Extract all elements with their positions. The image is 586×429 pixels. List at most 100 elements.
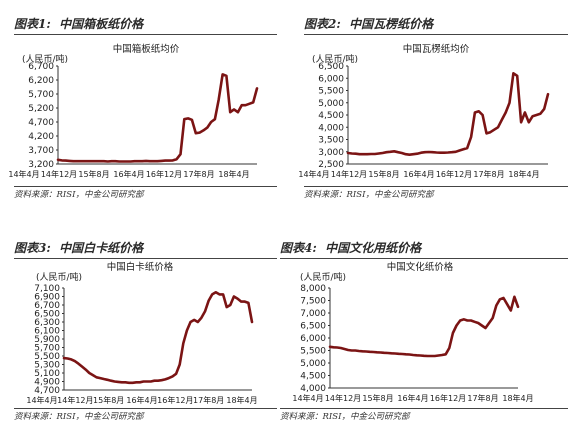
y-tick-label: 6,000	[318, 74, 344, 84]
x-tick-label: 14年4月	[298, 169, 329, 179]
x-ticks: 14年4月 14年12月 15年8月 16年4月 16年12月 17年8月 18年4月	[292, 393, 533, 403]
y-tick-label: 5,700	[28, 90, 54, 100]
x-tick-label: 15年8月	[368, 169, 399, 179]
x-tick-label: 16年4月	[403, 169, 434, 179]
chart-title: 中国瓦楞纸均价	[403, 43, 470, 55]
source-note: 资料来源：RISI，中金公司研究部	[280, 408, 568, 425]
y-tick-label: 8,000	[300, 284, 326, 294]
x-tick-label: 16年4月	[397, 393, 428, 403]
y-tick-label: 6,500	[34, 310, 60, 320]
y-ticks: 2,500 3,000 3,500 4,000 4,500 5,000 5,500 6,000…	[318, 62, 348, 170]
x-tick-label: 17年8月	[193, 395, 224, 405]
x-ticks: 14年4月 14年12月 15年8月 16年4月 16年12月 17年8月 18年4月	[26, 395, 257, 405]
y-tick-label: 6,100	[34, 327, 60, 337]
x-tick-label: 16年12月	[157, 395, 193, 405]
y-tick-label: 3,000	[318, 148, 344, 158]
figure-title: 中国瓦楞纸价格	[349, 17, 434, 31]
x-tick-label: 16年12月	[436, 169, 472, 179]
chart-panel-4: 图表4: 中国文化用纸价格 中国文化纸价格 (人民币/吨) 4,000 4,500…	[280, 238, 568, 426]
panel-title: 图表3: 中国白卡纸价格	[14, 238, 277, 259]
y-tick-label: 3,500	[318, 136, 344, 146]
y-tick-label: 4,700	[28, 118, 54, 128]
y-tick-label: 7,100	[34, 284, 60, 294]
y-tick-label: 6,000	[300, 334, 326, 344]
x-tick-label: 16年4月	[113, 169, 144, 179]
x-tick-label: 14年4月	[26, 395, 57, 405]
y-tick-label: 7,000	[300, 309, 326, 319]
y-tick-label: 6,300	[34, 318, 60, 328]
y-tick-label: 7,500	[300, 297, 326, 307]
figure-title: 中国文化用纸价格	[325, 241, 422, 255]
chart-panel-3: 图表3: 中国白卡纸价格 中国白卡纸价格 (人民币/吨) 4,700 4,900 5…	[14, 238, 277, 426]
y-ticks: 4,000 4,500 5,000 5,500 6,000 6,500 7,000 7,500…	[300, 284, 330, 394]
y-tick-label: 6,200	[28, 76, 54, 86]
source-note: 资料来源：RISI，中金公司研究部	[14, 186, 277, 203]
x-ticks: 14年4月 14年12月 15年8月 16年4月 16年12月 17年8月 18年4月	[8, 169, 249, 179]
y-tick-label: 4,900	[34, 378, 60, 388]
y-tick-label: 6,500	[300, 322, 326, 332]
series-line	[62, 291, 254, 385]
line-chart: 中国白卡纸价格 (人民币/吨) 4,7004,9005,1005,3005,50…	[26, 261, 257, 405]
y-tick-label: 4,500	[300, 372, 326, 382]
y-tick-label: 5,000	[318, 99, 344, 109]
series-line	[56, 73, 259, 163]
panel-title: 图表2: 中国瓦楞纸价格	[304, 14, 568, 35]
series-line	[346, 72, 550, 156]
x-tick-label: 16年12月	[430, 393, 466, 403]
x-tick-label: 14年12月	[41, 169, 77, 179]
y-ticks: 3,200 3,700 4,200 4,700 5,200 5,700 6,200 6,700	[28, 62, 58, 170]
x-tick-label: 15年8月	[78, 169, 109, 179]
panel-title: 图表4: 中国文化用纸价格	[280, 238, 568, 259]
figure-label: 图表4:	[280, 241, 317, 255]
line-chart: 中国瓦楞纸均价 (人民币/吨) 2,500 3,000 3,500 4,000 4,50…	[298, 43, 550, 179]
chart-title: 中国箱板纸均价	[113, 43, 180, 55]
y-tick-label: 3,700	[28, 146, 54, 156]
x-tick-label: 16年4月	[126, 395, 157, 405]
source-note: 资料来源：RISI，中金公司研究部	[304, 186, 568, 203]
y-ticks: 4,7004,9005,1005,3005,5005,7005,9006,100…	[34, 284, 64, 396]
series-line	[328, 295, 520, 358]
y-unit-label: (人民币/吨)	[36, 271, 82, 283]
x-tick-label: 14年12月	[57, 395, 93, 405]
y-tick-label: 5,200	[28, 104, 54, 114]
y-tick-label: 5,500	[300, 347, 326, 357]
x-tick-label: 18年4月	[218, 169, 249, 179]
y-tick-label: 5,500	[34, 352, 60, 362]
y-tick-label: 5,900	[34, 335, 60, 345]
y-tick-label: 4,000	[318, 123, 344, 133]
line-chart: 中国文化纸价格 (人民币/吨) 4,000 4,500 5,000 5,500 6,00…	[292, 261, 533, 403]
x-tick-label: 17年8月	[473, 169, 504, 179]
y-tick-label: 3,200	[28, 160, 54, 170]
y-tick-label: 6,700	[28, 62, 54, 72]
y-tick-label: 4,700	[34, 386, 60, 396]
y-unit-label: (人民币/吨)	[22, 53, 68, 65]
y-tick-label: 6,500	[318, 62, 344, 72]
x-tick-label: 17年8月	[467, 393, 498, 403]
x-tick-label: 18年4月	[508, 169, 539, 179]
chart-panel-2: 图表2: 中国瓦楞纸价格 中国瓦楞纸均价 (人民币/吨) 2,500 3,000 3…	[298, 14, 568, 203]
x-tick-label: 14年4月	[292, 393, 323, 403]
figure-title: 中国箱板纸价格	[59, 17, 144, 31]
y-tick-label: 6,700	[34, 301, 60, 311]
y-tick-label: 4,200	[28, 132, 54, 142]
y-unit-label: (人民币/吨)	[300, 271, 346, 283]
y-tick-label: 2,500	[318, 160, 344, 170]
chart-title: 中国文化纸价格	[387, 261, 454, 273]
figure-title: 中国白卡纸价格	[59, 241, 144, 255]
y-tick-label: 4,500	[318, 111, 344, 121]
chart-title: 中国白卡纸价格	[107, 261, 174, 273]
x-tick-label: 14年4月	[8, 169, 39, 179]
x-tick-label: 16年12月	[146, 169, 182, 179]
x-tick-label: 15年8月	[93, 395, 124, 405]
y-tick-label: 5,700	[34, 344, 60, 354]
y-tick-label: 5,300	[34, 361, 60, 371]
y-tick-label: 6,900	[34, 293, 60, 303]
y-tick-label: 5,000	[300, 359, 326, 369]
x-tick-label: 14年12月	[331, 169, 367, 179]
figure-label: 图表2:	[304, 17, 341, 31]
y-tick-label: 5,500	[318, 87, 344, 97]
panel-title: 图表1: 中国箱板纸价格	[14, 14, 277, 35]
x-tick-label: 14年12月	[325, 393, 361, 403]
x-ticks: 14年4月 14年12月 15年8月 16年4月 16年12月 17年8月 18年4月	[298, 169, 539, 179]
x-tick-label: 15年8月	[362, 393, 393, 403]
